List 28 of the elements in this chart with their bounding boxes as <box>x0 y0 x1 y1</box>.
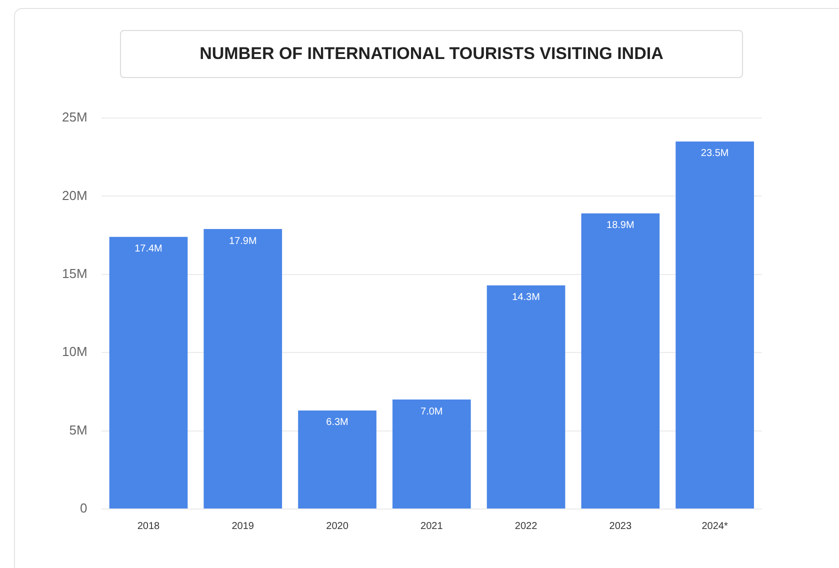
data-label: 17.9M <box>228 236 257 247</box>
data-label: 7.0M <box>420 406 443 418</box>
chart-title: NUMBER OF INTERNATIONAL TOURISTS VISITING INDIA <box>120 30 743 78</box>
data-label: 14.3M <box>512 292 540 304</box>
y-tick-label: 0 <box>80 500 88 516</box>
y-tick-label: 5M <box>69 422 88 438</box>
data-label: 23.5M <box>700 148 729 160</box>
x-tick-label: 2023 <box>609 520 632 532</box>
y-tick-label: 25M <box>62 110 88 125</box>
y-tick-label: 10M <box>62 344 88 360</box>
bar <box>204 229 282 508</box>
y-tick-label: 20M <box>62 188 88 203</box>
bar <box>486 285 566 508</box>
bar <box>676 141 754 508</box>
x-tick-label: 2018 <box>137 520 160 532</box>
x-tick-label: 2020 <box>326 520 349 532</box>
bar <box>392 400 471 508</box>
x-tick-label: 2024* <box>702 520 728 532</box>
bar <box>109 236 188 508</box>
y-tick-label: 15M <box>62 266 88 281</box>
bar <box>581 213 660 508</box>
data-label: 6.3M <box>326 417 348 428</box>
x-tick-label: 2022 <box>514 520 538 532</box>
data-label: 17.4M <box>134 244 162 255</box>
data-label: 18.9M <box>606 220 634 232</box>
x-tick-label: 2019 <box>232 520 254 532</box>
x-tick-label: 2021 <box>420 520 444 532</box>
bar <box>298 410 376 508</box>
